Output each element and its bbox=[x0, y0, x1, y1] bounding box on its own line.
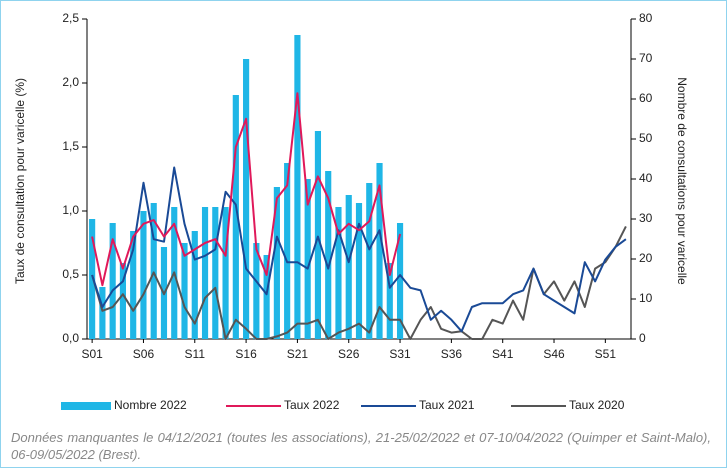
bar bbox=[294, 35, 301, 339]
x-tick-label: S31 bbox=[389, 347, 411, 361]
chart: Taux de consultation pour varicelle (%) … bbox=[13, 11, 689, 412]
line bbox=[91, 166, 627, 333]
y2-tick-label: 80 bbox=[639, 11, 653, 25]
bar bbox=[150, 203, 157, 339]
y2-axis-label: Nombre de consultations pour varicelle bbox=[675, 77, 689, 285]
bar bbox=[304, 179, 311, 339]
legend-label: Taux 2020 bbox=[569, 398, 625, 412]
bar bbox=[181, 243, 188, 339]
bar bbox=[325, 171, 332, 339]
bar bbox=[99, 287, 106, 339]
y2-tick-label: 20 bbox=[639, 251, 653, 265]
legend-swatch bbox=[61, 402, 111, 410]
y-axis-label: Taux de consultation pour varicelle (%) bbox=[13, 78, 27, 284]
bar bbox=[253, 243, 260, 339]
x-tick-label: S06 bbox=[133, 347, 155, 361]
bar bbox=[314, 131, 322, 339]
y-tick-label: 0,0 bbox=[62, 331, 79, 345]
bar bbox=[243, 59, 250, 339]
bar bbox=[109, 223, 116, 339]
x-tick-label: S46 bbox=[543, 347, 565, 361]
y2-tick-label: 40 bbox=[639, 171, 653, 185]
bar bbox=[366, 183, 373, 339]
bar bbox=[335, 207, 342, 339]
y-tick-label: 0,5 bbox=[62, 267, 79, 281]
y2-tick-label: 60 bbox=[639, 91, 653, 105]
line bbox=[91, 92, 402, 287]
bar bbox=[119, 263, 127, 339]
legend-label: Nombre 2022 bbox=[114, 398, 187, 412]
bar bbox=[212, 207, 219, 339]
y2-tick-label: 30 bbox=[639, 211, 653, 225]
x-tick-label: S16 bbox=[235, 347, 257, 361]
x-tick-label: S36 bbox=[441, 347, 463, 361]
bar bbox=[284, 163, 291, 339]
y-tick-label: 2,0 bbox=[62, 75, 79, 89]
y2-tick-label: 70 bbox=[639, 51, 653, 65]
x-tick-label: S41 bbox=[492, 347, 514, 361]
y-tick-label: 1,5 bbox=[62, 139, 79, 153]
y-tick-label: 1,0 bbox=[62, 203, 79, 217]
bar bbox=[376, 163, 383, 339]
y2-tick-label: 10 bbox=[639, 291, 653, 305]
bar bbox=[273, 187, 280, 339]
bar bbox=[345, 195, 352, 339]
bar bbox=[386, 263, 393, 339]
bar bbox=[232, 95, 239, 339]
bar bbox=[396, 223, 404, 339]
footnote: Données manquantes le 04/12/2021 (toutes… bbox=[11, 430, 711, 462]
x-tick-label: S11 bbox=[185, 347, 206, 361]
bar bbox=[140, 211, 147, 339]
x-tick-label: S26 bbox=[338, 347, 360, 361]
y2-tick-label: 50 bbox=[639, 131, 653, 145]
legend-label: Taux 2022 bbox=[284, 398, 340, 412]
bar bbox=[191, 231, 198, 339]
bar bbox=[222, 207, 229, 339]
y2-tick-label: 0 bbox=[639, 331, 646, 345]
bar bbox=[355, 203, 363, 339]
legend-label: Taux 2021 bbox=[419, 398, 475, 412]
bar bbox=[201, 207, 209, 339]
bar bbox=[130, 231, 137, 339]
bar bbox=[263, 255, 270, 339]
x-tick-label: S51 bbox=[595, 347, 617, 361]
bar bbox=[89, 219, 96, 339]
x-tick-label: S21 bbox=[287, 347, 309, 361]
x-tick-label: S01 bbox=[81, 347, 103, 361]
y-tick-label: 2,5 bbox=[62, 11, 79, 25]
